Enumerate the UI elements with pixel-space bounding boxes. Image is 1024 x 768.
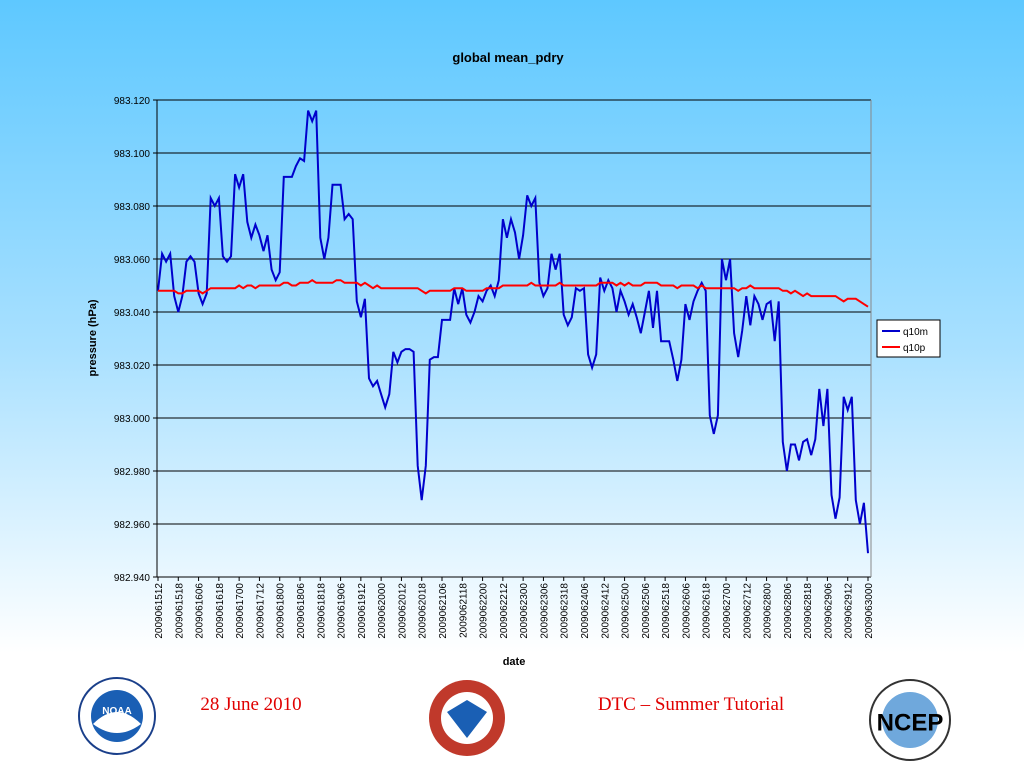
x-tick-label: 2009062212: [499, 583, 510, 639]
y-tick-label: 983.060: [114, 255, 151, 266]
noaa-text: NOAA: [102, 706, 131, 717]
x-tick-label: 2009062200: [479, 583, 490, 639]
ncep-text: NCEP: [877, 709, 944, 736]
y-tick-label: 983.120: [114, 96, 151, 107]
legend-label: q10m: [903, 327, 928, 338]
x-tick-label: 2009062906: [823, 583, 834, 639]
x-tick-label: 2009062912: [844, 583, 855, 639]
y-tick-label: 983.040: [114, 308, 151, 319]
x-tick-label: 2009061618: [215, 583, 226, 639]
x-tick-label: 2009062800: [763, 583, 774, 639]
x-tick-label: 2009062000: [377, 583, 388, 639]
x-tick-label: 2009061906: [337, 583, 348, 639]
chart-title: global mean_pdry: [452, 50, 564, 65]
x-tick-label: 2009062618: [702, 583, 713, 639]
x-tick-label: 2009062818: [803, 583, 814, 639]
x-tick-label: 2009061712: [255, 583, 266, 639]
x-tick-label: 2009062412: [600, 583, 611, 639]
x-tick-label: 2009062700: [722, 583, 733, 639]
nws-logo: [429, 680, 505, 756]
x-tick-label: 2009062018: [418, 583, 429, 639]
x-tick-label: 2009063000: [864, 583, 875, 639]
legend-box: [876, 319, 941, 358]
series-line: [157, 110, 869, 554]
x-tick-label: 2009062806: [783, 583, 794, 639]
x-tick-label: 2009062712: [742, 583, 753, 639]
series-line: [158, 279, 869, 308]
x-tick-label: 2009062306: [539, 583, 550, 639]
y-tick-label: 982.980: [114, 467, 151, 478]
y-tick-label: 983.100: [114, 149, 151, 160]
y-axis-title: pressure (hPa): [87, 299, 99, 376]
x-tick-label: 2009062506: [641, 583, 652, 639]
x-tick-label: 2009062318: [560, 583, 571, 639]
noaa-logo: NOAA: [78, 677, 156, 755]
x-tick-label: 2009062500: [621, 583, 632, 639]
legend-label: q10p: [903, 343, 926, 354]
y-tick-label: 983.020: [114, 361, 151, 372]
ncep-logo: NCEP: [869, 679, 951, 761]
x-tick-label: 2009062606: [681, 583, 692, 639]
x-tick-label: 2009062518: [661, 583, 672, 639]
x-tick-label: 2009062300: [519, 583, 530, 639]
x-tick-label: 2009062106: [438, 583, 449, 639]
x-tick-label: 2009061800: [276, 583, 287, 639]
x-tick-label: 2009061700: [235, 583, 246, 639]
footer-date: 28 June 2010: [200, 694, 301, 715]
x-tick-label: 2009062118: [458, 583, 469, 638]
y-tick-label: 982.940: [114, 573, 151, 584]
x-tick-label: 2009061806: [296, 583, 307, 639]
x-tick-label: 2009061512: [154, 583, 165, 639]
footer-event: DTC – Summer Tutorial: [598, 694, 784, 715]
x-tick-label: 2009061518: [174, 583, 185, 639]
x-tick-label: 2009062406: [580, 583, 591, 639]
y-tick-label: 982.960: [114, 520, 151, 531]
y-tick-label: 983.080: [114, 202, 151, 213]
y-tick-label: 983.000: [114, 414, 151, 425]
x-tick-label: 2009061606: [195, 583, 206, 639]
x-tick-label: 2009061912: [357, 583, 368, 639]
x-tick-label: 2009062012: [397, 583, 408, 639]
x-axis-title: date: [503, 656, 526, 668]
x-tick-label: 2009061818: [316, 583, 327, 639]
